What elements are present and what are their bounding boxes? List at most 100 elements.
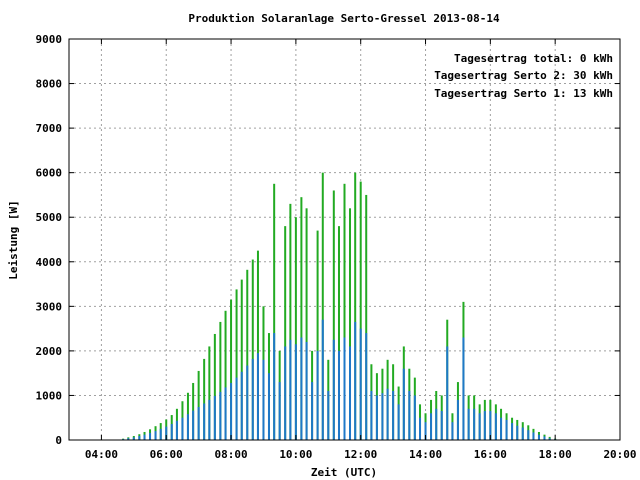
series-serto-1 (122, 319, 557, 440)
bar-serto-1 (143, 434, 146, 440)
bar-serto-1 (354, 321, 357, 440)
legend: Tagesertrag total: 0 kWh Tagesertrag Ser… (434, 52, 613, 100)
bar-serto-1 (532, 432, 535, 440)
y-tick-label: 7000 (36, 122, 63, 135)
bar-serto-1 (451, 422, 454, 440)
bar-serto-1 (478, 413, 481, 440)
bar-serto-1 (197, 407, 200, 440)
bar-serto-1 (381, 393, 384, 440)
bar-serto-1 (511, 423, 514, 440)
x-tick-label: 06:00 (150, 448, 183, 461)
bar-serto-1 (343, 337, 346, 440)
bar-serto-1 (294, 344, 297, 440)
bar-serto-1 (149, 432, 152, 440)
bar-serto-1 (321, 319, 324, 440)
bar-serto-1 (208, 399, 211, 440)
bar-serto-1 (337, 350, 340, 440)
bar-serto-1 (246, 365, 249, 440)
bar-serto-1 (192, 410, 195, 440)
bar-serto-1 (165, 426, 168, 440)
bar-serto-1 (483, 411, 486, 440)
y-axis-label: Leistung [W] (7, 200, 20, 279)
legend-total: Tagesertrag total: 0 kWh (454, 52, 613, 65)
bar-serto-2 (321, 172, 324, 440)
bar-serto-1 (424, 422, 427, 440)
bar-serto-1 (224, 387, 227, 440)
bar-serto-1 (456, 399, 459, 440)
bar-serto-1 (273, 333, 276, 440)
bar-serto-1 (430, 413, 433, 440)
bar-serto-2 (354, 172, 357, 440)
x-tick-label: 10:00 (279, 448, 312, 461)
x-tick-label: 08:00 (214, 448, 247, 461)
bar-serto-1 (413, 395, 416, 440)
bar-serto-2 (289, 203, 292, 440)
bar-serto-1 (489, 411, 492, 440)
bar-serto-1 (219, 391, 222, 440)
bar-serto-1 (435, 408, 438, 440)
bar-serto-2 (235, 289, 238, 440)
bar-serto-2 (240, 279, 243, 440)
bar-serto-1 (370, 390, 373, 440)
bar-serto-1 (349, 346, 352, 440)
bar-serto-1 (316, 350, 319, 440)
bar-serto-2 (284, 226, 287, 440)
bar-serto-2 (359, 181, 362, 441)
bar-serto-1 (365, 333, 368, 440)
bar-serto-1 (262, 359, 265, 440)
bar-serto-1 (175, 420, 178, 440)
bar-serto-2 (203, 358, 206, 440)
bar-serto-1 (230, 382, 233, 440)
bar-serto-1 (127, 438, 130, 440)
bar-serto-1 (284, 346, 287, 440)
y-tick-label: 0 (55, 434, 62, 447)
bar-serto-1 (467, 408, 470, 440)
bar-serto-1 (300, 337, 303, 440)
bar-serto-1 (548, 438, 551, 440)
x-tick-label: 18:00 (539, 448, 572, 461)
bar-series (122, 172, 557, 441)
bar-serto-1 (251, 358, 254, 440)
bar-serto-1 (397, 404, 400, 440)
bar-serto-1 (473, 408, 476, 440)
bar-serto-2 (230, 299, 233, 440)
bar-serto-2 (316, 230, 319, 440)
plot-frame (68, 38, 621, 441)
bar-serto-1 (289, 339, 292, 440)
bar-serto-2 (305, 208, 308, 440)
bar-serto-1 (402, 368, 405, 440)
bar-serto-1 (500, 417, 503, 440)
bar-serto-2 (273, 183, 276, 441)
bar-serto-1 (537, 434, 540, 440)
bar-serto-1 (392, 390, 395, 440)
bar-serto-2 (332, 190, 335, 440)
x-axis-label: Zeit (UTC) (311, 466, 377, 479)
y-tick-label: 8000 (36, 78, 63, 91)
bar-serto-2 (343, 183, 346, 441)
bar-serto-1 (462, 337, 465, 440)
x-tick-label: 04:00 (85, 448, 118, 461)
x-tick-label: 14:00 (409, 448, 442, 461)
bar-serto-1 (332, 339, 335, 440)
x-axis-ticks: 04:00 06:00 08:00 10:00 12:00 14:00 16:00 18:00… (85, 39, 637, 461)
bar-serto-2 (294, 217, 297, 440)
bar-serto-2 (213, 333, 216, 440)
bar-serto-2 (349, 208, 352, 440)
bar-serto-1 (186, 414, 189, 440)
bar-serto-1 (138, 435, 141, 440)
bar-serto-1 (305, 341, 308, 440)
bar-serto-2 (365, 194, 368, 440)
bar-serto-1 (267, 373, 270, 440)
bar-serto-2 (256, 250, 259, 440)
bar-serto-2 (197, 370, 200, 440)
bar-serto-1 (440, 411, 443, 440)
bar-serto-1 (203, 403, 206, 440)
bar-serto-1 (446, 346, 449, 440)
y-tick-label: 2000 (36, 345, 63, 358)
bar-serto-1 (154, 431, 157, 440)
bar-serto-1 (213, 395, 216, 440)
bar-serto-2 (251, 259, 254, 440)
x-tick-label: 20:00 (603, 448, 636, 461)
x-tick-label: 12:00 (344, 448, 377, 461)
